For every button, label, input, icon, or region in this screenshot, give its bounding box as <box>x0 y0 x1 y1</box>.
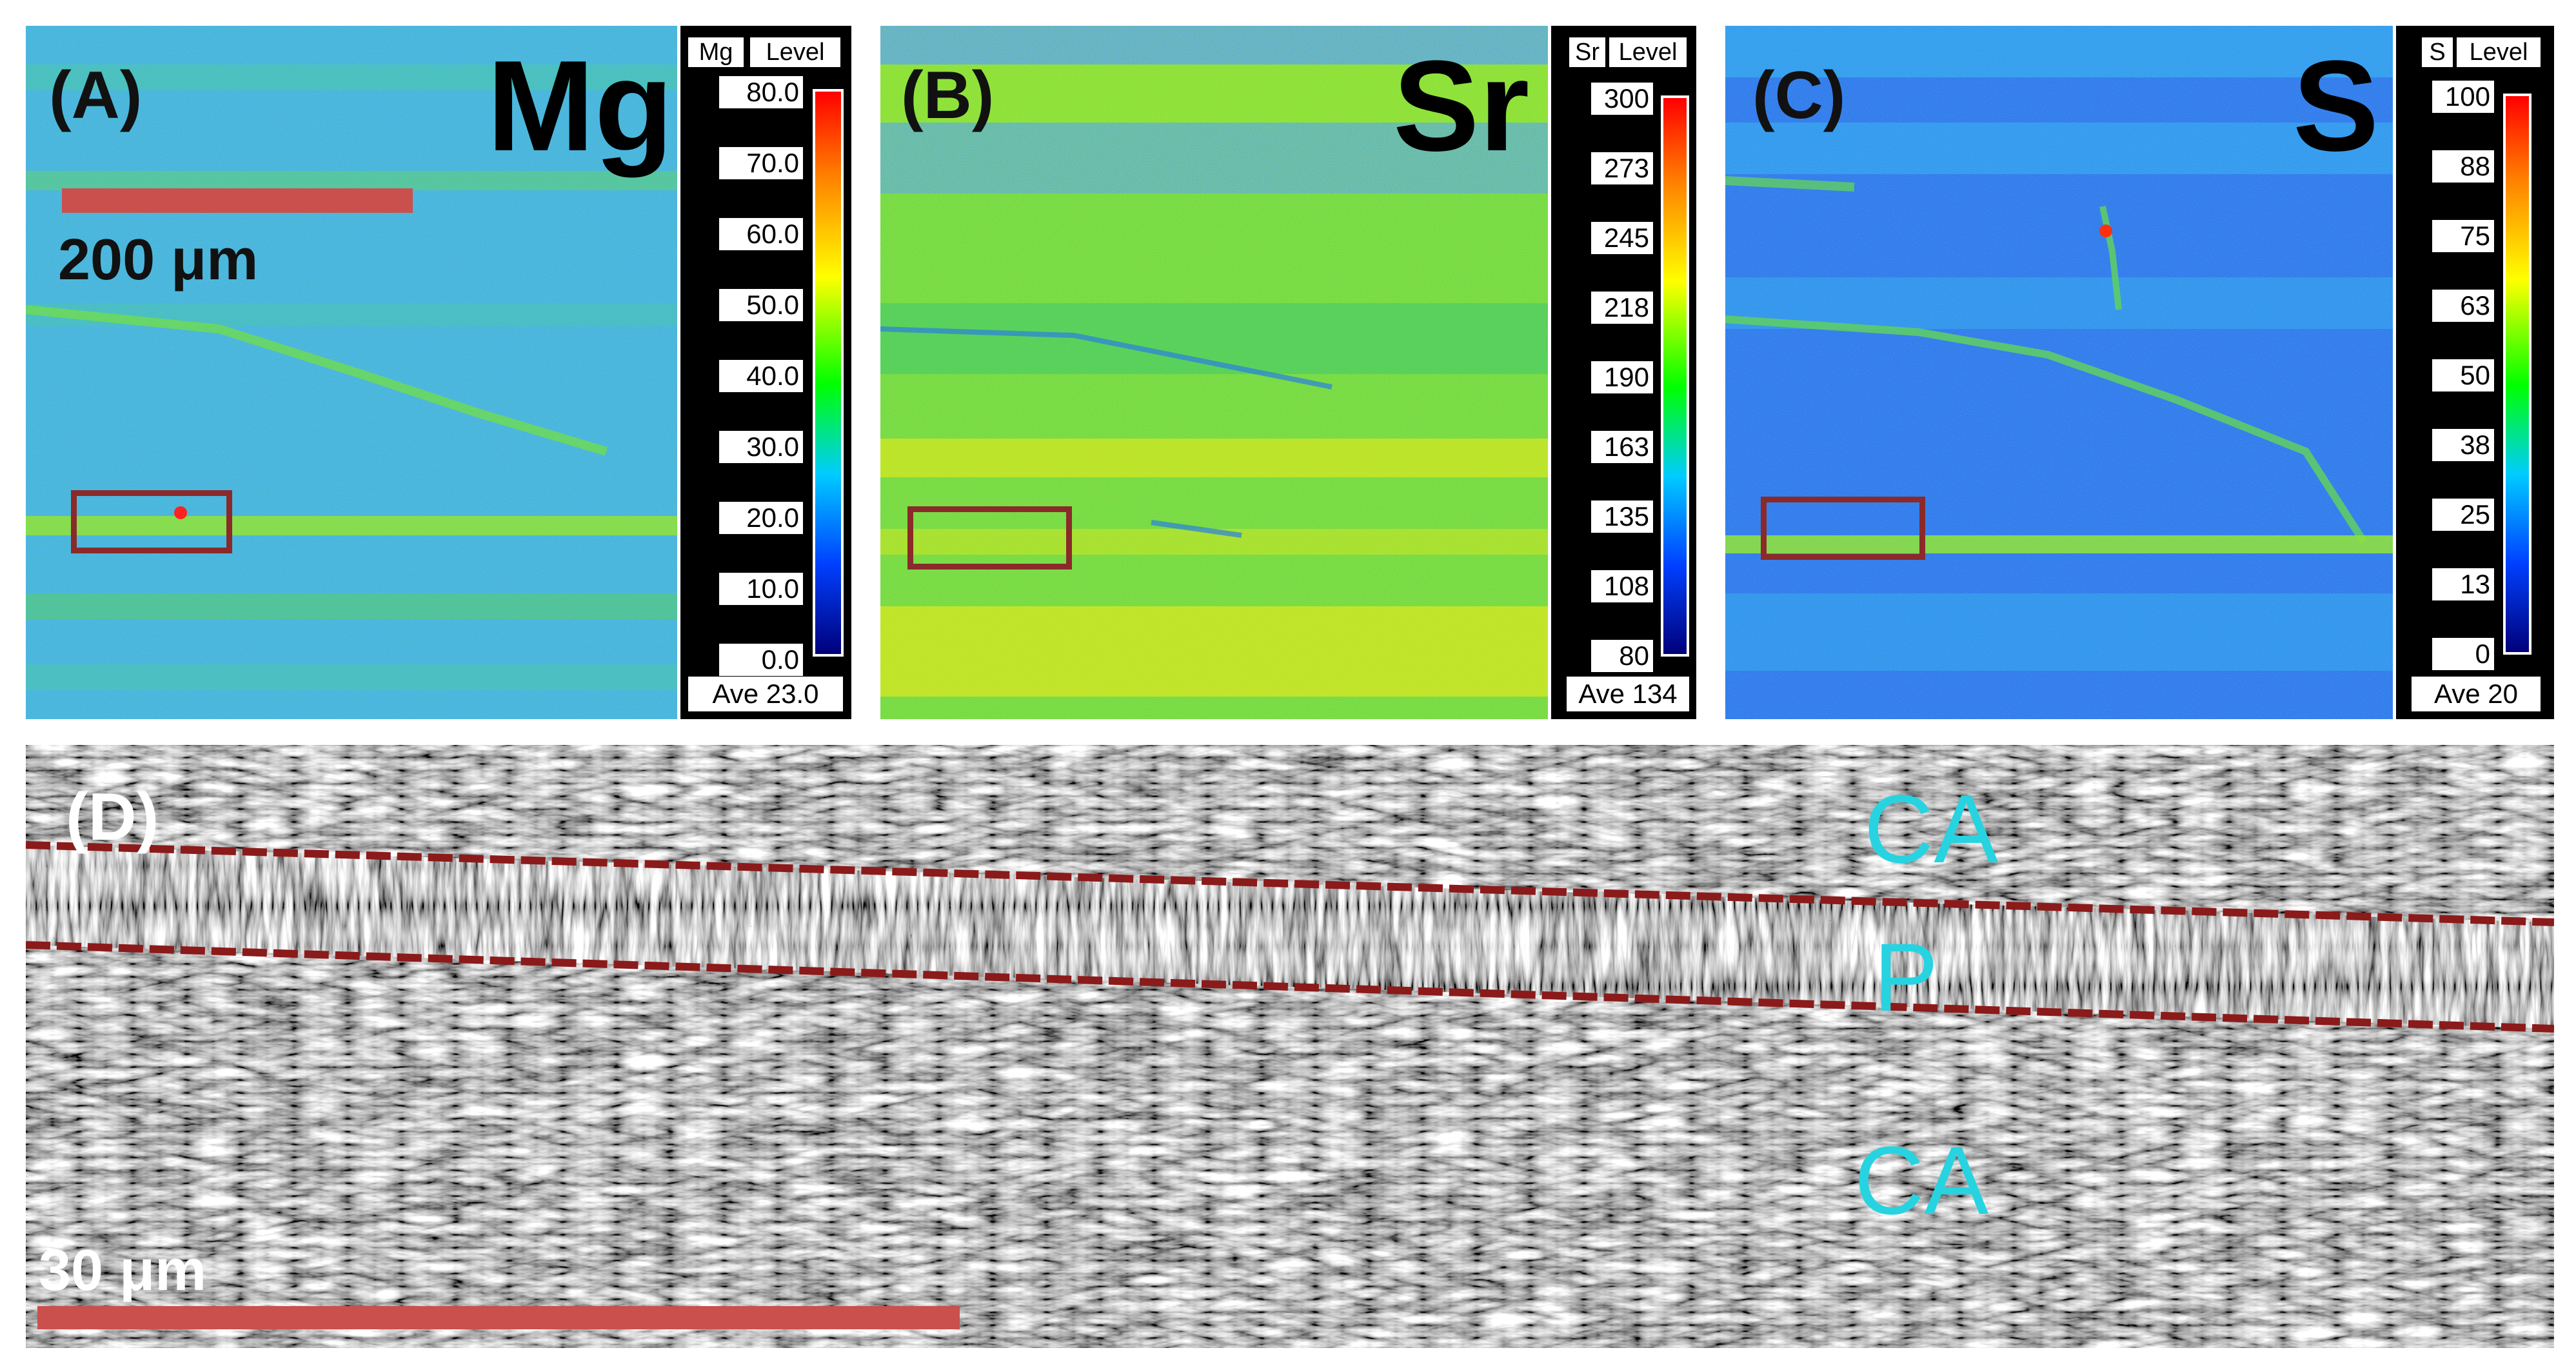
panel-a-scale-bar <box>62 188 413 213</box>
panel-b-letter: (B) <box>901 58 995 133</box>
sr-legend-tick: 163 <box>1591 431 1653 463</box>
panel-a-scale-text: 200 μm <box>58 228 259 292</box>
sr-legend: Sr Level 300 273 245 218 190 163 135 108… <box>1551 26 1696 719</box>
mg-legend-tick: 70.0 <box>719 147 803 179</box>
panel-d-scale-bar <box>37 1306 960 1329</box>
s-legend: S Level 100 88 75 63 50 38 25 13 0 Ave 2… <box>2396 26 2554 719</box>
s-map-panel: (C) S <box>1725 26 2393 719</box>
upper-boundary-line <box>26 841 2554 926</box>
s-legend-tick: 0 <box>2432 638 2494 670</box>
s-legend-colorbar <box>2503 94 2531 655</box>
sr-legend-tick: 135 <box>1591 501 1653 533</box>
panel-a-letter: (A) <box>49 58 143 133</box>
panel-c-roi-box <box>1761 497 1925 560</box>
region-label-ca-top: CA <box>1864 775 1999 883</box>
sr-map-image <box>880 26 1548 719</box>
mg-legend-tick: 60.0 <box>719 218 803 250</box>
mg-legend-tick: 20.0 <box>719 502 803 534</box>
s-legend-tick: 13 <box>2432 568 2494 600</box>
sr-legend-tick: 218 <box>1591 292 1653 324</box>
mg-legend-symbol: Mg <box>688 37 744 67</box>
sr-legend-colorbar <box>1661 95 1689 657</box>
panel-a-roi-box <box>71 490 232 553</box>
mg-legend-tick: 40.0 <box>719 360 803 392</box>
mg-legend-tick: 0.0 <box>719 644 803 676</box>
mg-legend: Mg Level 80.0 70.0 60.0 50.0 40.0 30.0 2… <box>680 26 851 719</box>
panel-a-element-label: Mg <box>487 34 673 178</box>
s-legend-average: Ave 20 <box>2412 677 2541 711</box>
s-map-image <box>1725 26 2393 719</box>
sr-legend-symbol: Sr <box>1569 37 1605 67</box>
s-legend-tick: 50 <box>2432 359 2494 392</box>
mg-legend-tick: 10.0 <box>719 573 803 605</box>
s-legend-tick: 63 <box>2432 290 2494 322</box>
sem-panel: (D) CA P CA 30 μm <box>26 745 2554 1348</box>
s-legend-tick: 25 <box>2432 499 2494 531</box>
lower-boundary-line <box>26 941 2554 1033</box>
mg-legend-average: Ave 23.0 <box>688 677 843 711</box>
region-label-p: P <box>1874 923 1939 1031</box>
sr-legend-tick: 245 <box>1591 222 1653 254</box>
s-legend-symbol: S <box>2422 37 2453 67</box>
mg-legend-tick: 80.0 <box>719 76 803 108</box>
mg-legend-tick: 50.0 <box>719 289 803 321</box>
panel-b-element-label: Sr <box>1393 34 1530 178</box>
sr-map-panel: (B) Sr <box>880 26 1548 719</box>
sr-legend-tick: 108 <box>1591 570 1653 602</box>
panel-d-scale-text: 30 μm <box>39 1238 207 1303</box>
sr-legend-level: Level <box>1609 37 1687 67</box>
panel-d-letter: (D) <box>66 780 159 855</box>
mg-map-panel: (A) Mg 200 μm <box>26 26 677 719</box>
mg-legend-colorbar <box>813 89 844 657</box>
sr-legend-tick: 300 <box>1591 83 1653 115</box>
mg-map-image <box>26 26 677 719</box>
mg-legend-level: Level <box>750 37 840 67</box>
region-label-ca-bottom: CA <box>1854 1126 1989 1234</box>
sr-legend-tick: 80 <box>1591 640 1653 672</box>
s-legend-tick: 75 <box>2432 220 2494 252</box>
panel-c-letter: (C) <box>1752 58 1846 133</box>
s-legend-tick: 38 <box>2432 429 2494 461</box>
sr-legend-tick: 273 <box>1591 152 1653 184</box>
s-legend-tick: 100 <box>2432 81 2494 113</box>
sr-legend-tick: 190 <box>1591 361 1653 393</box>
panel-c-element-label: S <box>2293 34 2379 178</box>
sem-image <box>26 745 2554 1348</box>
panel-b-roi-box <box>907 506 1072 570</box>
s-legend-tick: 88 <box>2432 150 2494 183</box>
sr-legend-average: Ave 134 <box>1567 677 1689 711</box>
mg-legend-tick: 30.0 <box>719 431 803 463</box>
s-legend-level: Level <box>2457 37 2541 67</box>
